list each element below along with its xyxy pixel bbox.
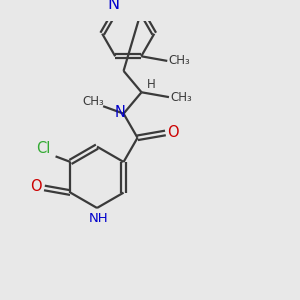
Text: O: O [30, 178, 42, 194]
Text: NH: NH [89, 212, 109, 225]
Text: H: H [146, 78, 155, 91]
Text: N: N [107, 0, 119, 12]
Text: CH₃: CH₃ [170, 91, 192, 103]
Text: CH₃: CH₃ [169, 54, 190, 68]
Text: Cl: Cl [36, 140, 51, 155]
Text: CH₃: CH₃ [82, 95, 104, 108]
Text: N: N [114, 105, 125, 120]
Text: O: O [167, 124, 179, 140]
